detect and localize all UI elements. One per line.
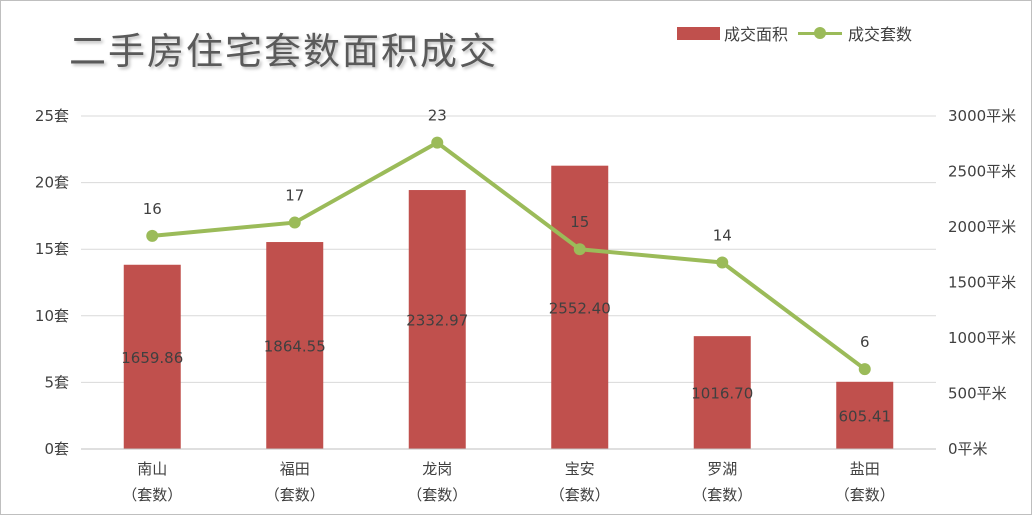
- legend-item-count: 成交套数: [798, 21, 912, 45]
- y-right-tick-label: 500平米: [948, 385, 1007, 403]
- y-left-tick-label: 0套: [44, 440, 69, 458]
- y-right-tick-label: 3000平米: [948, 107, 1016, 125]
- legend-item-area: 成交面积: [677, 21, 788, 45]
- bar-data-label: 2332.97: [406, 312, 468, 330]
- line-point: [858, 363, 871, 376]
- line-point: [716, 256, 729, 269]
- bar-mark: [408, 190, 466, 449]
- y-right-tick-label: 2500平米: [948, 163, 1016, 181]
- chart-legend: 成交面积 成交套数: [677, 21, 922, 45]
- line-series-count: [150, 140, 867, 372]
- line-data-label: 17: [285, 187, 304, 205]
- y-right-tick-label: 2000平米: [948, 218, 1016, 236]
- bar-data-label: 2552.40: [549, 299, 611, 317]
- y-left-tick-label: 5套: [44, 373, 69, 391]
- bar-data-label: 1016.70: [691, 385, 753, 403]
- x-tick-sublabel: （套数）: [265, 486, 325, 504]
- legend-line-swatch: [798, 27, 843, 39]
- y-left-tick-label: 15套: [35, 240, 69, 258]
- legend-bar-swatch: [677, 26, 720, 40]
- x-tick-label: 福田: [280, 460, 310, 478]
- line-point: [573, 243, 586, 256]
- x-tick-sublabel: （套数）: [122, 486, 182, 504]
- x-tick-sublabel: （套数）: [692, 486, 752, 504]
- x-tick-sublabel: （套数）: [550, 486, 610, 504]
- bar-data-label: 605.41: [839, 407, 892, 425]
- x-tick-label: 宝安: [565, 460, 595, 478]
- x-tick-label: 罗湖: [707, 460, 737, 478]
- y-right-tick-label: 0平米: [948, 440, 988, 458]
- line-point: [288, 216, 301, 229]
- line-data-label: 23: [428, 107, 447, 125]
- y-left-tick-label: 20套: [35, 174, 69, 192]
- bar-mark: [693, 336, 751, 449]
- x-tick-sublabel: （套数）: [407, 486, 467, 504]
- legend-bar-label: 成交面积: [724, 25, 789, 44]
- x-tick-label: 龙岗: [422, 460, 452, 478]
- bar-data-label: 1659.86: [121, 349, 183, 367]
- line-data-label: 15: [570, 213, 589, 231]
- y-left-tick-label: 25套: [35, 107, 69, 125]
- line-point: [146, 229, 159, 242]
- bar-mark: [551, 165, 609, 449]
- bar-mark: [123, 264, 181, 449]
- y-right-tick-label: 1500平米: [948, 274, 1016, 292]
- x-tick-label: 南山: [137, 460, 167, 478]
- x-tick-sublabel: （套数）: [835, 486, 895, 504]
- bar-mark: [836, 381, 894, 449]
- y-right-tick-label: 1000平米: [948, 329, 1016, 347]
- chart-title: 二手房住宅套数面积成交: [69, 30, 498, 73]
- line-data-label: 6: [860, 333, 870, 351]
- line-point: [431, 136, 444, 149]
- x-tick-label: 盐田: [850, 460, 880, 478]
- bar-data-label: 1864.55: [264, 338, 326, 356]
- line-data-label: 14: [713, 227, 732, 245]
- bar-mark: [266, 242, 324, 449]
- y-left-tick-label: 10套: [35, 307, 69, 325]
- line-data-label: 16: [143, 200, 162, 218]
- legend-line-label: 成交套数: [848, 25, 913, 44]
